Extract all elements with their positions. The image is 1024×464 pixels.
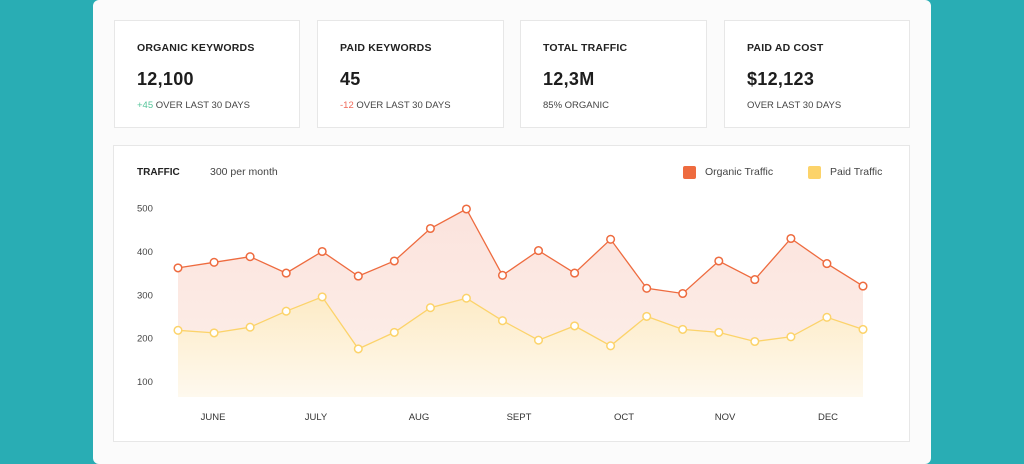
data-point-paid[interactable] — [786, 332, 796, 342]
data-point-organic[interactable] — [281, 268, 291, 278]
stat-delta-negative: -12 — [340, 100, 354, 111]
legend-paid-traffic[interactable]: Paid Traffic — [808, 165, 882, 179]
y-tick-label: 500 — [137, 204, 153, 215]
stat-sub-text: 85% ORGANIC — [543, 100, 609, 111]
stat-sub: 85% ORGANIC — [543, 100, 684, 112]
stat-sub: OVER LAST 30 DAYS — [747, 100, 887, 112]
x-tick-label: DEC — [818, 412, 838, 423]
stat-sub-text: OVER LAST 30 DAYS — [155, 100, 250, 111]
stat-card-organic-keywords: ORGANIC KEYWORDS 12,100 +45 OVER LAST 30… — [114, 20, 300, 128]
data-point-organic[interactable] — [209, 257, 219, 267]
data-point-organic[interactable] — [461, 204, 471, 214]
stat-sub: -12 OVER LAST 30 DAYS — [340, 100, 481, 112]
data-point-paid[interactable] — [822, 312, 832, 322]
x-tick-label: OCT — [614, 412, 634, 423]
data-point-organic[interactable] — [353, 271, 363, 281]
data-point-paid[interactable] — [606, 341, 616, 351]
data-point-organic[interactable] — [606, 234, 616, 244]
data-point-paid[interactable] — [317, 292, 327, 302]
data-point-organic[interactable] — [497, 270, 508, 280]
data-point-paid[interactable] — [750, 336, 760, 347]
data-point-organic[interactable] — [317, 246, 327, 257]
data-point-paid[interactable] — [858, 324, 868, 334]
x-tick-label: JUNE — [201, 412, 226, 423]
data-point-paid[interactable] — [497, 316, 508, 326]
x-tick-label: SEPT — [507, 412, 532, 423]
y-tick-label: 200 — [137, 334, 153, 345]
stat-delta-positive: +45 — [137, 100, 154, 111]
stat-sub: +45 OVER LAST 30 DAYS — [137, 100, 277, 112]
y-tick-label: 300 — [137, 290, 153, 301]
legend-swatch-paid — [808, 165, 821, 179]
data-point-paid[interactable] — [461, 293, 471, 303]
stat-value: 45 — [340, 69, 361, 89]
stat-sub-text: OVER LAST 30 DAYS — [747, 100, 842, 111]
stat-sub-text: OVER LAST 30 DAYS — [356, 100, 451, 111]
y-tick-label: 100 — [137, 377, 153, 388]
data-point-paid[interactable] — [714, 327, 724, 337]
data-point-paid[interactable] — [281, 306, 291, 316]
legend-swatch-organic — [683, 165, 696, 179]
x-tick-label: NOV — [715, 412, 736, 423]
y-tick-label: 400 — [137, 247, 153, 258]
data-point-paid[interactable] — [353, 344, 363, 354]
series-line-paid — [177, 296, 864, 350]
data-point-organic[interactable] — [570, 268, 580, 278]
data-point-paid[interactable] — [389, 327, 399, 337]
series-line-organic — [177, 208, 864, 295]
data-point-organic[interactable] — [425, 223, 435, 234]
traffic-chart-card: TRAFFIC 300 per month Organic Traffic Pa… — [113, 145, 910, 442]
data-point-organic[interactable] — [642, 283, 652, 293]
x-tick-label: JULY — [305, 412, 328, 423]
legend-label-paid: Paid Traffic — [830, 166, 883, 178]
traffic-area-chart: 100 200 300 400 500 JUNE JULY AUG SEPT OCT NOV DEC — [137, 204, 868, 423]
stat-label: ORGANIC KEYWORDS — [137, 42, 255, 54]
data-point-organic[interactable] — [678, 288, 688, 299]
data-point-paid[interactable] — [209, 328, 219, 338]
data-point-paid[interactable] — [425, 303, 435, 313]
stat-card-paid-ad-cost: PAID AD COST $12,123 OVER LAST 30 DAYS — [724, 20, 910, 128]
chart-title: TRAFFIC — [137, 167, 180, 178]
data-point-organic[interactable] — [533, 246, 544, 256]
data-point-paid[interactable] — [173, 325, 183, 335]
area-fill-paid — [178, 296, 863, 397]
stat-value: 12,3M — [543, 69, 595, 89]
stat-label: TOTAL TRAFFIC — [543, 42, 628, 54]
stat-value: 12,100 — [137, 69, 194, 89]
x-tick-label: AUG — [409, 412, 430, 423]
data-point-organic[interactable] — [750, 275, 760, 285]
stat-value: $12,123 — [747, 69, 815, 89]
legend-organic-traffic[interactable]: Organic Traffic — [683, 165, 773, 179]
data-point-organic[interactable] — [245, 252, 255, 262]
data-point-organic[interactable] — [822, 259, 832, 269]
data-point-organic[interactable] — [786, 233, 796, 244]
legend-label-organic: Organic Traffic — [705, 166, 774, 178]
stat-label: PAID AD COST — [747, 42, 824, 54]
chart-subtitle: 300 per month — [210, 166, 278, 178]
data-point-organic[interactable] — [389, 256, 399, 266]
data-point-paid[interactable] — [642, 311, 652, 321]
data-point-paid[interactable] — [678, 324, 688, 334]
data-point-organic[interactable] — [858, 281, 868, 291]
stat-card-total-traffic: TOTAL TRAFFIC 12,3M 85% ORGANIC — [520, 20, 707, 128]
data-point-paid[interactable] — [245, 322, 255, 332]
data-point-paid[interactable] — [533, 335, 544, 345]
data-point-paid[interactable] — [570, 321, 580, 331]
stat-label: PAID KEYWORDS — [340, 42, 432, 54]
data-point-organic[interactable] — [714, 256, 724, 266]
data-point-organic[interactable] — [173, 263, 183, 273]
stat-card-paid-keywords: PAID KEYWORDS 45 -12 OVER LAST 30 DAYS — [317, 20, 504, 128]
